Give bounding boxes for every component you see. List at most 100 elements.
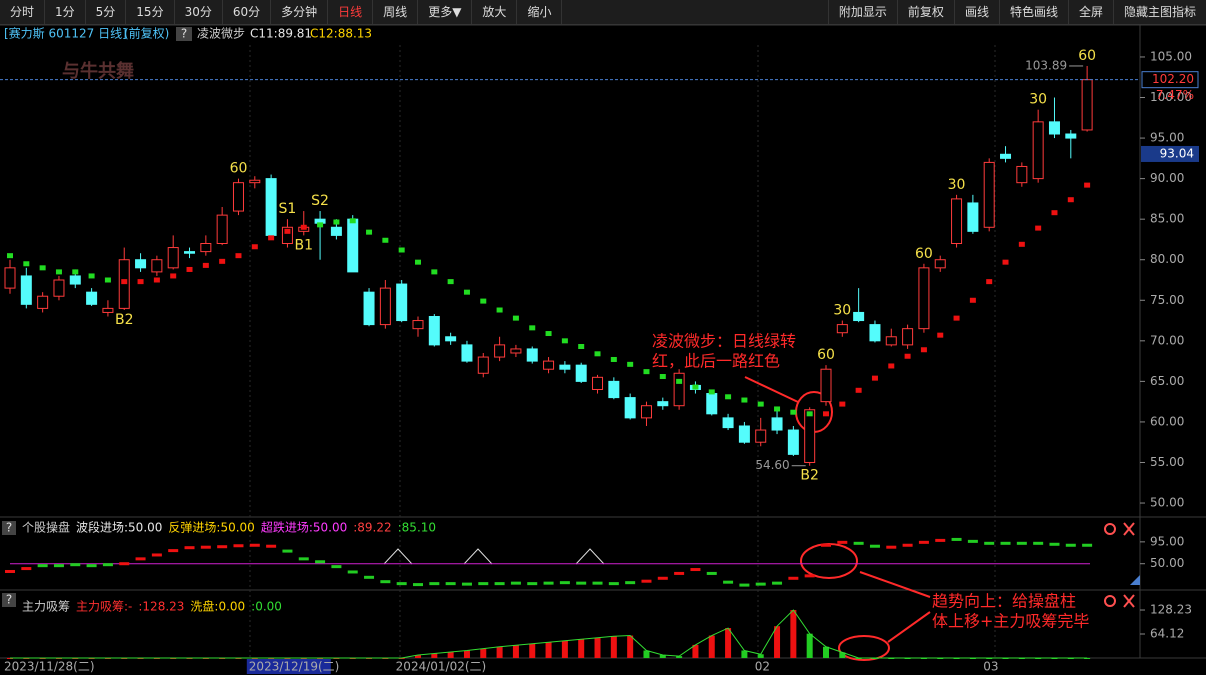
legend-item: :128.23 <box>138 600 184 614</box>
y-tick-label: 90.00 <box>1150 171 1184 185</box>
toolbar-button[interactable]: 多分钟 <box>271 0 329 24</box>
toolbar-button[interactable]: 分时 <box>0 0 46 24</box>
candle-body <box>543 360 555 370</box>
panel-help[interactable] <box>2 593 16 607</box>
toolbar-button[interactable]: 特色画线 <box>998 0 1068 24</box>
candle-body <box>738 425 750 443</box>
trend-dot <box>1002 259 1009 265</box>
toolbar-button[interactable]: 隐藏主图指标 <box>1112 0 1206 24</box>
candle-body <box>640 405 652 419</box>
toolbar-button[interactable]: 周线 <box>373 0 419 24</box>
candle-body <box>1016 165 1028 184</box>
bar <box>496 646 503 658</box>
trend-dot <box>627 361 634 367</box>
current-price: 102.20 <box>1152 72 1194 86</box>
bar <box>561 640 568 658</box>
toolbar-button[interactable]: 放大 <box>472 0 518 24</box>
bar <box>431 653 438 658</box>
date-label: 2024/01/02(二) <box>396 660 487 674</box>
bar <box>512 645 519 658</box>
candle-body <box>37 295 49 309</box>
toolbar-button[interactable]: 全屏 <box>1067 0 1113 24</box>
dash <box>788 576 799 580</box>
candle-body <box>673 372 685 407</box>
trend-dot <box>72 269 79 275</box>
dash <box>739 583 750 587</box>
toolbar-button[interactable]: 前复权 <box>896 0 954 24</box>
dash <box>396 582 407 586</box>
toolbar-button[interactable]: 日线 <box>328 0 374 24</box>
dash <box>282 549 293 553</box>
help-button[interactable] <box>176 27 192 41</box>
dash <box>5 569 15 573</box>
trend-dot <box>137 279 144 285</box>
toolbar-button[interactable]: 15分 <box>126 0 175 24</box>
toolbar-button[interactable]: 5分 <box>86 0 127 24</box>
dash <box>755 582 766 586</box>
trend-dot <box>757 401 764 407</box>
candle-body <box>461 344 473 362</box>
trend-dot <box>317 222 324 228</box>
indicator-name: 凌波微步 <box>197 27 245 41</box>
toolbar-button[interactable]: 缩小 <box>517 0 563 24</box>
candle-body <box>428 315 440 346</box>
bar <box>823 646 829 658</box>
toolbar-button[interactable]: 1分 <box>45 0 86 24</box>
toolbar-button[interactable]: 画线 <box>953 0 999 24</box>
candle-body <box>853 311 865 322</box>
candle-body <box>967 202 979 232</box>
period-group: 分时 1分 5分 15分 30分 60分 多分钟 日线 周线 更多▼ 放大 缩小 <box>0 0 563 24</box>
candle-body <box>575 364 587 382</box>
dash <box>184 546 195 550</box>
trend-dot <box>463 289 470 295</box>
candle-body <box>281 226 293 245</box>
trend-dot <box>219 258 226 264</box>
trend-dot <box>561 338 568 344</box>
annotation: 趋势向上：给操盘柱 <box>932 592 1076 611</box>
candle-body <box>412 320 424 330</box>
trend-dot <box>235 253 242 259</box>
trend-dot <box>643 369 650 375</box>
candle-body <box>592 376 604 390</box>
candle-body <box>86 291 98 305</box>
candle-body <box>983 161 995 228</box>
cursor-price: 93.04 <box>1160 146 1194 160</box>
candle-body <box>249 179 261 184</box>
trend-dot <box>610 356 617 362</box>
bar <box>643 650 650 658</box>
panel-help[interactable]: ? <box>6 593 12 607</box>
toolbar-button[interactable]: 附加显示 <box>827 0 897 24</box>
trend-dot <box>284 228 291 234</box>
trend-dot <box>480 298 487 304</box>
dash <box>559 581 570 585</box>
panel-icons[interactable] <box>1104 522 1135 608</box>
trend-dot <box>594 351 601 357</box>
trend-dot <box>806 411 813 417</box>
dash <box>478 582 489 586</box>
toolbar-button[interactable]: 更多▼ <box>418 0 473 24</box>
dash <box>37 564 48 568</box>
panel-help[interactable] <box>2 521 16 535</box>
panel-help[interactable]: ? <box>6 521 12 535</box>
candle-body <box>102 307 114 313</box>
y-tick-label: 50.00 <box>1150 556 1184 570</box>
candle-body <box>836 324 848 334</box>
help[interactable]: ? <box>181 27 187 41</box>
dash <box>135 557 146 561</box>
trend-dot <box>23 261 30 267</box>
toolbar-button[interactable]: 30分 <box>175 0 223 24</box>
y-tick-label: 55.00 <box>1150 455 1184 469</box>
candle-body <box>755 429 767 443</box>
bar <box>757 654 764 658</box>
trend-dot <box>431 269 438 275</box>
trend-dot <box>790 409 797 415</box>
dash <box>918 540 929 544</box>
dash <box>837 540 848 544</box>
toolbar-button[interactable]: 60分 <box>223 0 272 24</box>
trend-dot <box>7 253 13 259</box>
trend-dot <box>349 218 356 224</box>
dash <box>1065 543 1076 547</box>
trend-dot <box>300 224 307 230</box>
dash <box>151 553 162 557</box>
